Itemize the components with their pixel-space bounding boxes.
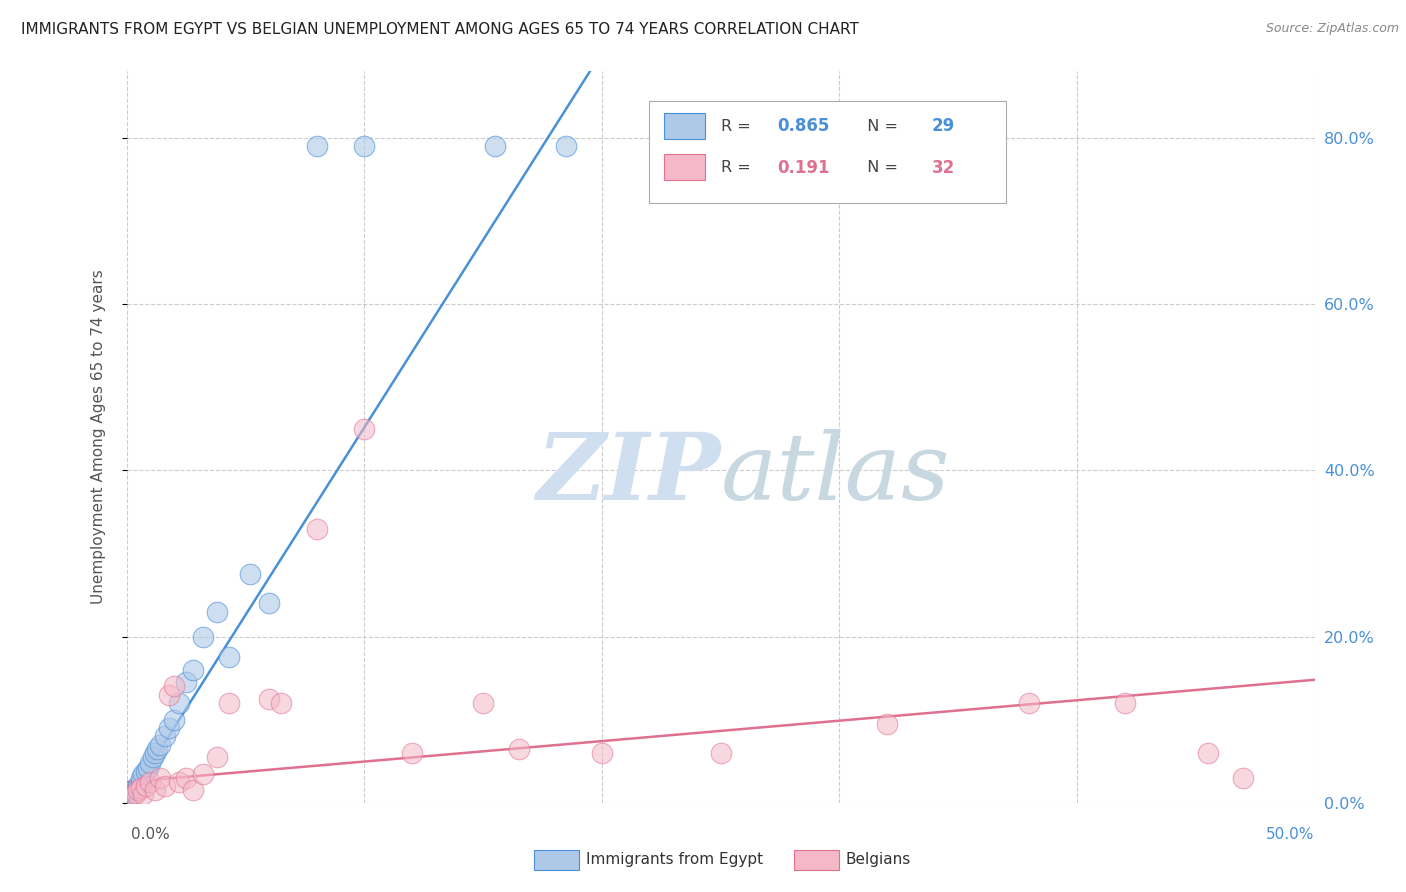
Point [127,777,149,792]
Point [353,139,375,153]
Point [127,780,149,795]
Point [157,721,180,735]
Text: 32: 32 [932,159,955,177]
Point [191,630,214,644]
Text: 0.0%: 0.0% [131,827,170,841]
Point [191,766,214,780]
Point [129,775,152,789]
Point [1018,696,1040,710]
Text: R =: R = [720,161,761,176]
Point [163,680,186,694]
Text: N =: N = [858,119,903,134]
Point [132,766,155,780]
Point [139,775,162,789]
Point [149,771,172,785]
Point [218,696,240,710]
FancyBboxPatch shape [664,113,706,138]
Point [257,596,280,610]
Point [181,663,204,677]
Point [153,779,176,793]
Point [163,713,186,727]
Point [205,750,228,764]
Text: R =: R = [720,119,755,134]
Point [508,741,530,756]
Text: 29: 29 [932,117,955,136]
Point [143,746,166,760]
FancyBboxPatch shape [664,154,706,179]
Text: Source: ZipAtlas.com: Source: ZipAtlas.com [1265,22,1399,36]
Point [157,688,180,702]
Point [125,783,148,797]
Text: ZIP: ZIP [536,429,720,518]
Point [143,783,166,797]
Point [167,775,190,789]
Text: N =: N = [858,161,903,176]
Point [709,746,731,760]
Point [1197,746,1219,760]
Point [127,783,149,797]
Point [1232,771,1254,785]
Point [876,716,898,731]
Text: Belgians: Belgians [845,853,910,867]
Point [174,675,197,690]
Point [125,786,148,800]
Point [167,696,190,710]
FancyBboxPatch shape [650,101,1005,203]
Point [129,771,152,785]
Point [472,696,495,710]
Point [218,650,240,665]
Point [1114,696,1136,710]
Point [591,746,613,760]
Text: 0.191: 0.191 [778,159,830,177]
Point [270,696,292,710]
Point [122,788,145,802]
Point [174,771,197,785]
Text: IMMIGRANTS FROM EGYPT VS BELGIAN UNEMPLOYMENT AMONG AGES 65 TO 74 YEARS CORRELAT: IMMIGRANTS FROM EGYPT VS BELGIAN UNEMPLO… [21,22,859,37]
Point [132,788,155,802]
Point [205,605,228,619]
Point [122,788,145,802]
Point [135,779,157,793]
Point [181,783,204,797]
Point [139,756,162,770]
Text: atlas: atlas [720,429,950,518]
Point [484,139,506,153]
Point [257,692,280,706]
Text: Immigrants from Egypt: Immigrants from Egypt [586,853,763,867]
Text: 0.865: 0.865 [778,117,830,136]
Point [142,750,165,764]
Point [305,521,328,535]
Point [135,764,157,779]
Y-axis label: Unemployment Among Ages 65 to 74 years: Unemployment Among Ages 65 to 74 years [91,269,105,605]
Point [353,422,375,436]
Text: 50.0%: 50.0% [1267,827,1315,841]
Point [305,139,328,153]
Point [129,780,152,795]
Point [149,738,172,752]
Point [401,746,423,760]
Point [555,139,578,153]
Point [136,761,159,775]
Point [146,741,169,756]
Point [239,567,262,582]
Point [153,729,176,743]
